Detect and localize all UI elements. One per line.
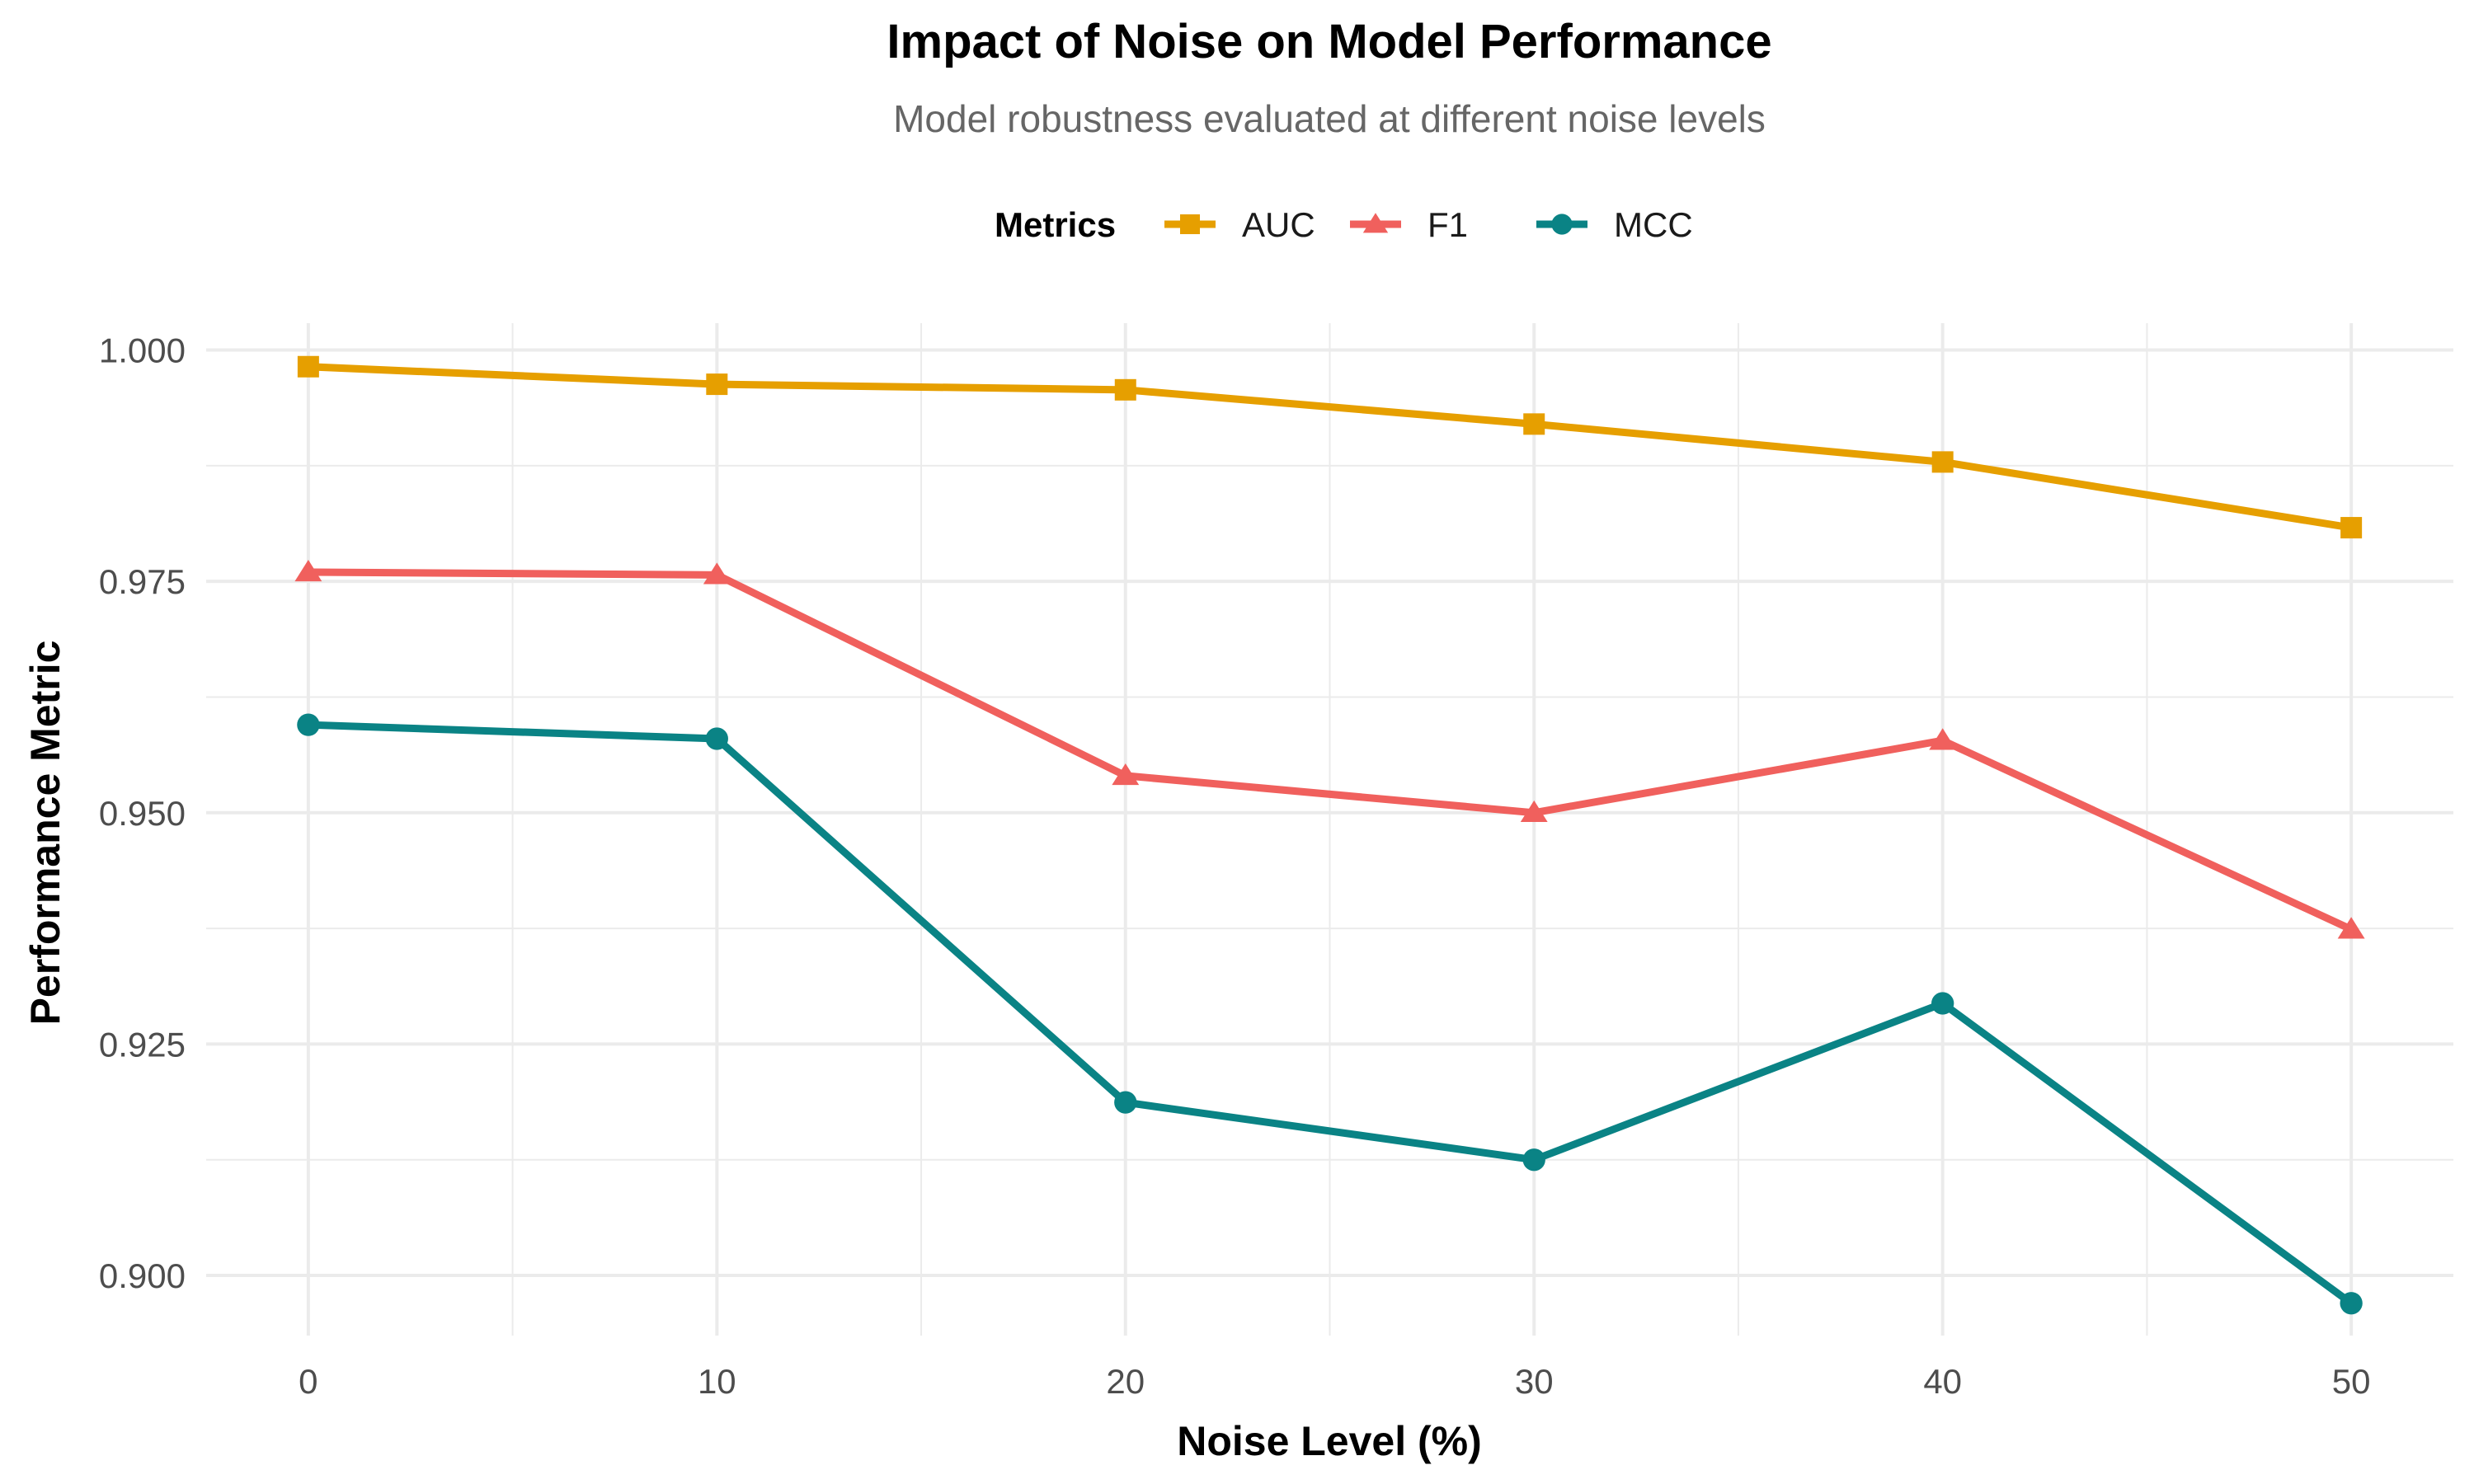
series-line-auc bbox=[308, 363, 2352, 532]
data-point-mcc bbox=[1114, 1091, 1137, 1114]
data-point-mcc bbox=[705, 727, 728, 750]
data-point-auc bbox=[1931, 451, 1954, 473]
x-axis-title: Noise Level (%) bbox=[1177, 1418, 1482, 1464]
legend-label-f1: F1 bbox=[1427, 205, 1468, 244]
data-point-f1 bbox=[1520, 800, 1548, 823]
legend: Metrics AUC F1 MCC bbox=[995, 205, 1693, 244]
data-point-mcc bbox=[1931, 992, 1954, 1015]
x-tick-label: 10 bbox=[698, 1362, 736, 1401]
data-point-mcc bbox=[297, 713, 320, 736]
y-tick-label: 0.925 bbox=[99, 1025, 186, 1064]
data-point-auc bbox=[2340, 517, 2363, 539]
y-axis-title: Performance Metric bbox=[22, 641, 68, 1026]
series-layer bbox=[294, 355, 2365, 1315]
chart-title: Impact of Noise on Model Performance bbox=[887, 15, 1771, 68]
legend-item-auc: AUC bbox=[1164, 205, 1315, 244]
legend-title: Metrics bbox=[995, 205, 1116, 244]
grid bbox=[206, 323, 2453, 1336]
series-mcc bbox=[297, 713, 2363, 1315]
x-tick-label: 40 bbox=[1923, 1362, 1962, 1401]
y-tick-label: 0.950 bbox=[99, 794, 186, 833]
legend-key-marker-f1 bbox=[1362, 213, 1389, 233]
data-point-auc bbox=[297, 355, 319, 378]
chart-subtitle: Model robustness evaluated at different … bbox=[893, 97, 1766, 140]
series-line-mcc bbox=[308, 721, 2354, 1307]
x-tick-label: 20 bbox=[1106, 1362, 1145, 1401]
y-tick-label: 0.900 bbox=[99, 1256, 186, 1295]
legend-label-mcc: MCC bbox=[1614, 205, 1693, 244]
data-point-f1 bbox=[1929, 728, 1957, 750]
data-point-f1 bbox=[1112, 763, 1140, 786]
data-point-auc bbox=[1523, 413, 1545, 435]
legend-item-mcc: MCC bbox=[1536, 205, 1693, 244]
data-point-mcc bbox=[2340, 1292, 2363, 1315]
data-point-f1 bbox=[703, 562, 731, 585]
series-auc bbox=[297, 355, 2363, 539]
y-tick-label: 1.000 bbox=[99, 331, 186, 370]
x-tick-label: 50 bbox=[2332, 1362, 2371, 1401]
x-tick-label: 0 bbox=[299, 1362, 317, 1401]
series-line-f1 bbox=[308, 568, 2354, 933]
data-point-f1 bbox=[294, 559, 322, 582]
data-point-mcc bbox=[1522, 1148, 1545, 1172]
data-point-auc bbox=[1114, 378, 1136, 401]
data-point-f1 bbox=[2337, 917, 2365, 939]
x-tick-label: 30 bbox=[1515, 1362, 1554, 1401]
y-tick-label: 0.975 bbox=[99, 562, 186, 601]
legend-key-marker-mcc bbox=[1551, 214, 1573, 235]
tick-labels: 0.900 0.925 0.950 0.975 1.000 0 10 20 30 40 50 bbox=[99, 331, 2371, 1401]
legend-item-f1: F1 bbox=[1350, 205, 1468, 244]
legend-label-auc: AUC bbox=[1242, 205, 1315, 244]
legend-key-marker-auc bbox=[1180, 214, 1200, 234]
data-point-auc bbox=[706, 373, 728, 396]
series-f1 bbox=[294, 559, 2365, 939]
